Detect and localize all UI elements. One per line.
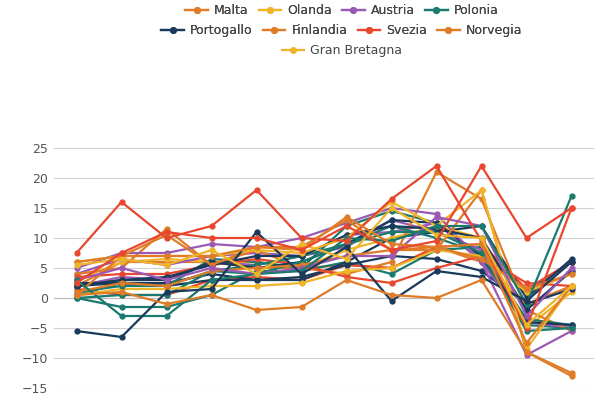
Legend: Portogallo, Finlandia, Svezia, Norvegia: Portogallo, Finlandia, Svezia, Norvegia	[161, 24, 523, 37]
Legend: Malta, Olanda, Austria, Polonia: Malta, Olanda, Austria, Polonia	[185, 4, 499, 17]
Legend: Gran Bretagna: Gran Bretagna	[281, 44, 403, 57]
